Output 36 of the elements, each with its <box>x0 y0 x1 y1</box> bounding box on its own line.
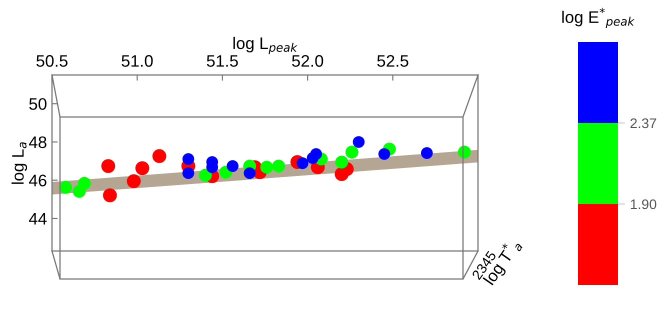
point <box>226 160 239 172</box>
point <box>59 180 72 194</box>
point <box>334 167 349 182</box>
y-axis-title: log L$_{a}$ <box>12 142 28 184</box>
point <box>182 153 194 165</box>
point <box>420 147 433 159</box>
point <box>345 146 358 159</box>
y-tick-label: 46 <box>28 174 46 186</box>
y-tick-label: 50 <box>29 98 46 110</box>
point <box>126 174 141 188</box>
y-tick-label: 48 <box>28 136 46 148</box>
point <box>310 148 322 160</box>
x-axis-title: log L$_{peak}$ <box>233 36 298 54</box>
point <box>198 168 212 182</box>
point <box>101 159 116 174</box>
x-tick-label: 51.0 <box>122 55 153 67</box>
color-bar-label: 1.90 <box>630 199 656 210</box>
x-tick-label: 51.5 <box>206 55 238 67</box>
point <box>296 157 308 170</box>
point <box>78 176 91 190</box>
point <box>244 167 256 180</box>
point <box>260 160 274 174</box>
color-bar-label: 2.37 <box>630 118 656 128</box>
point <box>135 161 150 176</box>
point <box>335 156 348 168</box>
point <box>182 167 194 180</box>
point <box>378 148 390 160</box>
x-tick-label: 52.5 <box>377 55 408 67</box>
point <box>152 149 166 164</box>
color-bar-title: log E$^{*}$$_{peak}$ <box>562 8 635 28</box>
y-tick-label: 44 <box>28 213 47 225</box>
point <box>352 136 365 148</box>
x-tick-label: 52.0 <box>292 55 324 67</box>
point <box>102 188 117 202</box>
x-tick-label: 50.5 <box>36 55 68 67</box>
point <box>272 160 286 172</box>
